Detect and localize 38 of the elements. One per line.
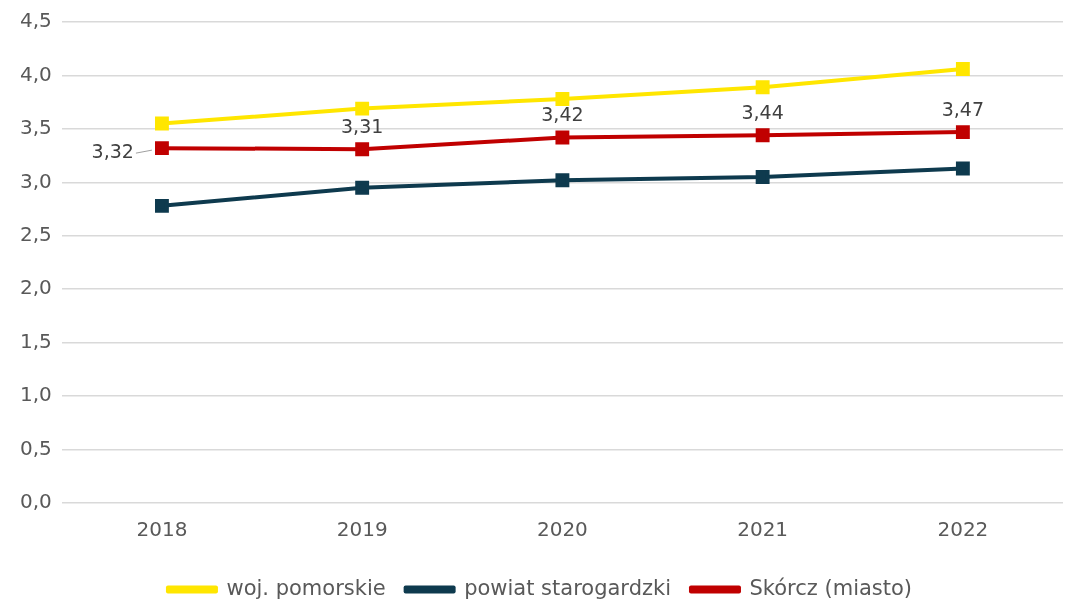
x-tick-label: 2020 <box>536 517 588 542</box>
point <box>355 180 370 195</box>
y-tick-label: 4,0 <box>19 61 52 86</box>
y-tick-label: 0,0 <box>19 489 52 514</box>
point <box>755 80 770 95</box>
point <box>355 142 370 157</box>
data-label: 3,47 <box>941 98 985 121</box>
data-label: 3,44 <box>741 101 784 124</box>
y-tick-label: 4,5 <box>19 8 52 33</box>
point <box>955 62 970 76</box>
x-tick-label: 2019 <box>336 517 388 542</box>
legend-label: woj. pomorskie <box>226 575 386 600</box>
legend-label: Skórcz (miasto) <box>749 575 913 600</box>
data-label: 3,31 <box>341 115 384 138</box>
y-tick-label: 3,0 <box>19 168 52 193</box>
point <box>154 141 169 156</box>
data-label: 3,42 <box>541 103 584 126</box>
point <box>355 101 370 116</box>
point <box>955 125 970 140</box>
point <box>555 130 570 145</box>
point <box>154 116 169 131</box>
x-tick-label: 2018 <box>136 517 188 542</box>
point <box>755 128 770 143</box>
point <box>755 170 770 184</box>
x-tick-label: 2022 <box>937 517 989 542</box>
point <box>955 161 970 176</box>
y-tick-label: 1,5 <box>19 328 52 353</box>
point <box>555 173 570 188</box>
point <box>154 198 169 213</box>
y-tick-label: 3,5 <box>19 115 52 140</box>
x-tick-label: 2021 <box>737 517 789 542</box>
data-label: 3,32 <box>91 140 134 163</box>
y-tick-label: 2,0 <box>19 275 52 300</box>
y-tick-label: 1,0 <box>19 382 52 407</box>
legend-label: powiat starogardzki <box>464 575 671 600</box>
y-tick-label: 0,5 <box>19 435 52 460</box>
y-tick-label: 2,5 <box>19 221 52 246</box>
point <box>555 92 570 106</box>
